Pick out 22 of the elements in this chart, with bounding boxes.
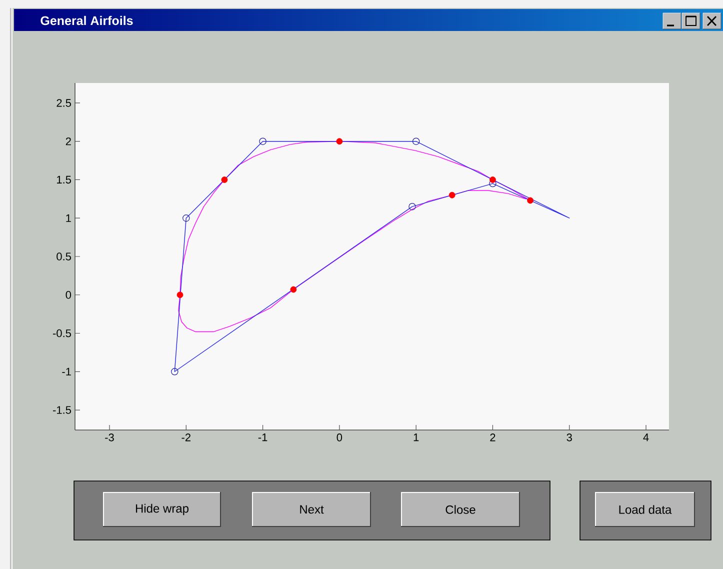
y-tick-label: -1 [62,368,71,376]
text: Load data [619,505,672,514]
x-tick-label: -2 [182,434,190,442]
text: Close [446,505,476,514]
x-tick-label: 0 [336,434,342,442]
chart-title: General Airfoils [40,16,133,26]
y-tick-label: 2.5 [56,99,71,107]
y-tick-label: -1.5 [53,406,71,414]
y-tick-label: 1.5 [57,176,71,184]
y-tick-label: 2 [66,138,71,146]
y-tick-label: 1 [66,214,71,222]
y-tick-label: -0.5 [53,329,71,338]
text: Next [300,505,324,514]
x-tick-label: -1 [258,434,268,442]
y-tick-label: 0 [66,290,72,299]
x-tick-label: 2 [490,434,496,442]
x-tick-label: 3 [566,434,572,442]
y-tick-label: 0.5 [56,252,71,260]
x-tick-label: 4 [643,434,649,442]
text: Hide wrap [136,504,188,516]
x-tick-label: 1 [414,434,419,442]
x-tick-label: -3 [105,434,114,442]
